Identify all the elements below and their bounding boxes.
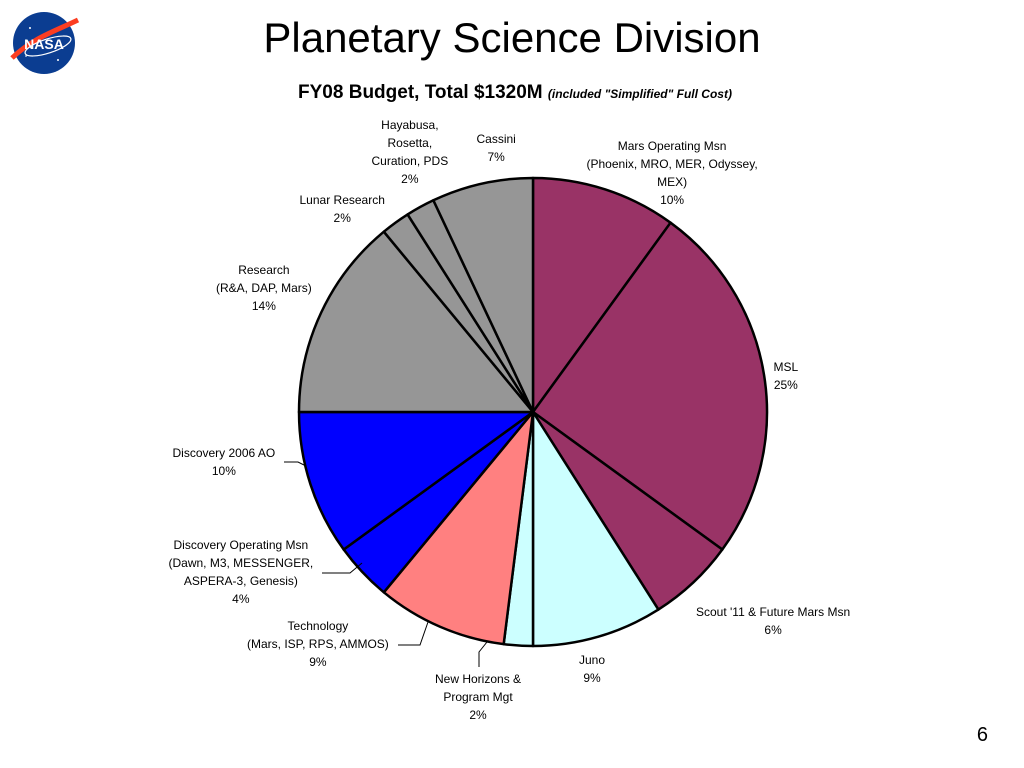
slice-percent: 6% — [764, 623, 782, 637]
slice-label-line: MEX) — [657, 175, 688, 189]
leader-line-3 — [478, 641, 488, 667]
slice-label-line: Discovery 2006 AO — [172, 446, 276, 460]
leader-line-1 — [322, 562, 363, 574]
slice-label-line: Technology — [287, 619, 349, 633]
slice-label-line: ASPERA-3, Genesis) — [183, 574, 298, 588]
leader-line-0 — [284, 461, 307, 467]
slice-label-line: New Horizons & — [435, 672, 522, 686]
slice-label-2: Scout '11 & Future Mars Msn 6% — [696, 603, 850, 639]
pie-slice-0 — [531, 176, 672, 414]
chart-subtitle: FY08 Budget, Total $1320M (included "Sim… — [0, 82, 1024, 104]
slice-label-line: Discovery Operating Msn — [173, 538, 309, 552]
slice-label-line: Rosetta, — [387, 136, 433, 150]
subtitle-note: (included "Simplified" Full Cost) — [547, 87, 732, 101]
slice-label-line: Program Mgt — [443, 690, 513, 704]
pie-slice-11 — [432, 176, 535, 414]
slice-label-5: Technology (Mars, ISP, RPS, AMMOS) 9% — [247, 617, 389, 671]
slice-label-line: Cassini — [476, 132, 516, 146]
pie-slice-7 — [297, 410, 535, 551]
slice-percent: 7% — [487, 150, 505, 164]
slice-percent: 9% — [583, 671, 601, 685]
slice-percent: 10% — [211, 464, 236, 478]
pie-slice-3 — [531, 410, 660, 648]
slice-label-11: Cassini 7% — [477, 130, 516, 166]
slice-label-line: MSL — [773, 360, 799, 374]
slice-label-line: Hayabusa, — [381, 118, 439, 132]
subtitle-main: FY08 Budget, Total $1320M — [298, 82, 543, 103]
slice-label-line: Juno — [579, 653, 606, 667]
slice-label-1: MSL 25% — [774, 358, 799, 394]
slice-percent: 10% — [660, 193, 685, 207]
slice-label-line: (Mars, ISP, RPS, AMMOS) — [247, 637, 389, 651]
slice-percent: 4% — [232, 592, 250, 606]
slice-label-line: Curation, PDS — [371, 154, 449, 168]
slice-label-0: Mars Operating Msn (Phoenix, MRO, MER, Od… — [587, 137, 758, 209]
pie-slice-5 — [382, 410, 535, 646]
page-title: Planetary Science Division — [263, 14, 761, 61]
nasa-logo-icon: NASA — [10, 12, 80, 74]
slice-percent: 2% — [333, 211, 351, 225]
slice-label-8: Research (R&A, DAP, Mars) 14% — [216, 261, 312, 315]
logo-text: NASA — [24, 36, 64, 52]
slice-label-3: Juno 9% — [579, 651, 605, 687]
slice-percent: 14% — [251, 299, 276, 313]
pie-slice-8 — [297, 230, 535, 414]
slice-label-line: (Phoenix, MRO, MER, Odyssey, — [586, 157, 758, 171]
slice-label-4: New Horizons & Program Mgt 2% — [435, 670, 521, 724]
leader-line-2 — [398, 621, 429, 646]
slice-label-line: Research — [238, 263, 290, 277]
slice-label-line: (Dawn, M3, MESSENGER, — [168, 556, 314, 570]
slice-label-line: (R&A, DAP, Mars) — [216, 281, 312, 295]
slice-percent: 25% — [773, 378, 798, 392]
slice-percent: 9% — [309, 655, 327, 669]
slice-label-7: Discovery 2006 AO 10% — [173, 444, 276, 480]
slice-percent: 2% — [401, 172, 419, 186]
slice-label-6: Discovery Operating Msn (Dawn, M3, MESSEN… — [169, 536, 314, 608]
slice-label-line: Lunar Research — [299, 193, 385, 207]
slice-label-line: Mars Operating Msn — [617, 139, 727, 153]
slice-label-10: Hayabusa, Rosetta, Curation, PDS 2% — [372, 116, 449, 188]
slice-percent: 2% — [469, 708, 487, 722]
pie-slice-1 — [531, 221, 769, 551]
page-number: 6 — [976, 724, 988, 746]
slice-label-line: Scout '11 & Future Mars Msn — [696, 605, 851, 619]
slice-label-9: Lunar Research 2% — [300, 191, 385, 227]
